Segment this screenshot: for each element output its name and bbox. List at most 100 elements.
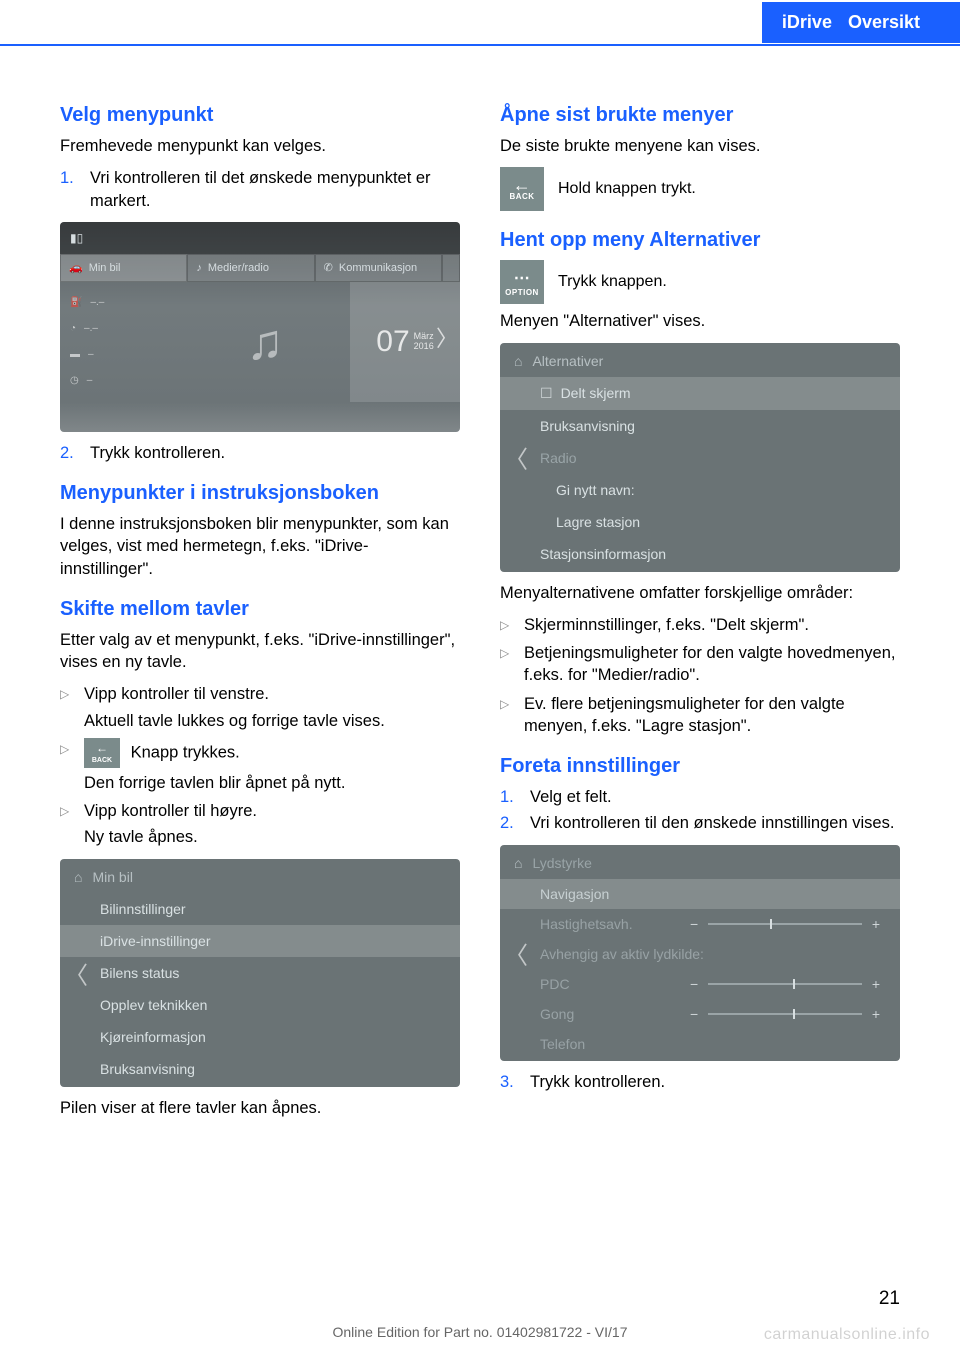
triangle-bullet-icon: ▷ xyxy=(60,800,72,849)
menu-row: Bruksanvisning xyxy=(60,1053,460,1085)
list-text: Velg et felt. xyxy=(530,786,612,808)
row-label: Telefon xyxy=(540,1036,680,1052)
tab-medier: ♪ Medier/radio xyxy=(187,254,314,282)
tab-label: Medier/radio xyxy=(208,262,269,274)
list-text: ← BACK Knapp trykkes. xyxy=(84,738,345,768)
plus-icon: + xyxy=(872,976,880,992)
clock-icon: ◷ xyxy=(70,375,79,386)
list-item: ▷Ev. flere betjeningsmuligheter for den … xyxy=(500,693,900,738)
list-text: Skjerminnstillinger, f.eks. "Delt skjerm… xyxy=(524,614,809,636)
menu-row-section: Radio xyxy=(500,442,900,474)
text: Pilen viser at flere tavler kan åpnes. xyxy=(60,1097,460,1119)
ordered-list: 3.Trykk kontrolleren. xyxy=(500,1071,900,1093)
heading-menypunkter-instruksjon: Menypunkter i instruksjonsboken xyxy=(60,482,460,505)
menu-row-slider: Hastighetsavh. − + xyxy=(500,909,900,939)
menu-row: Kjøreinformasjon xyxy=(60,1021,460,1053)
home-icon xyxy=(74,869,82,885)
heading-apne-sist-brukte: Åpne sist brukte menyer xyxy=(500,104,900,127)
list-item: ▷ ← BACK Knapp trykkes. Den forrige tavl… xyxy=(60,738,460,794)
icon-label: OPTION xyxy=(505,288,539,297)
ordered-list: 2. Trykk kontrolleren. xyxy=(60,442,460,464)
tab-label: Min bil xyxy=(89,262,121,274)
list-subtext: Den forrige tavlen blir åpnet på nytt. xyxy=(84,772,345,794)
home-icon xyxy=(514,353,522,369)
heading-hent-opp-alternativer: Hent opp meny Alternativer xyxy=(500,229,900,252)
arrow-left-icon: ← xyxy=(96,740,108,756)
slider-tick xyxy=(793,1009,795,1019)
home-icon xyxy=(514,855,522,871)
list-text-inline: Knapp trykkes. xyxy=(126,743,240,761)
placeholder: – xyxy=(88,349,94,360)
triangle-bullet-icon: ▷ xyxy=(60,738,72,794)
ordered-list: 1. Vri kontrolleren til det ønskede meny… xyxy=(60,167,460,212)
tab-min-bil: 🚗 Min bil xyxy=(60,254,187,282)
screenshot-lydstyrke-menu: Lydstyrke Navigasjon Hastighetsavh. − + … xyxy=(500,845,900,1061)
screenshot-tabs: 🚗 Min bil ♪ Medier/radio ✆ Kommunikasjon xyxy=(60,254,460,282)
list-item: ▷Betjeningsmuligheter for den valgte ho­… xyxy=(500,642,900,687)
icon-instruction: ← BACK Hold knappen trykt. xyxy=(500,167,900,211)
text: I denne instruksjonsboken blir menypunkt… xyxy=(60,513,460,580)
menu-row-slider: PDC − + xyxy=(500,969,900,999)
list-text: Trykk kontrolleren. xyxy=(90,442,225,464)
slider-tick xyxy=(770,919,772,929)
menu-row-selected: iDrive-innstillinger xyxy=(60,925,460,957)
placeholder: –.– xyxy=(90,297,104,308)
triangle-bullet-icon: ▷ xyxy=(500,642,512,687)
screenshot-topbar: ▮▯ xyxy=(60,222,460,254)
car-icon: 🚗 xyxy=(69,261,83,274)
menu-header: Min bil xyxy=(60,861,460,893)
header-rule xyxy=(0,44,960,46)
screenshot-min-bil-menu: Min bil Bilinnstillinger iDrive-innstill… xyxy=(60,859,460,1087)
list-item: ▷ Skjerminnstillinger, f.eks. "Delt skjer… xyxy=(500,614,900,636)
screenshot-idrive-home: ▮▯ 🚗 Min bil ♪ Medier/radio ✆ Kommunikas… xyxy=(60,222,460,432)
slider-track xyxy=(708,923,862,925)
plus-icon: + xyxy=(872,916,880,932)
menu-row: Bilens status xyxy=(60,957,460,989)
triangle-bullet-icon: ▷ xyxy=(500,614,512,636)
arrow-left-icon: ← xyxy=(513,178,532,192)
list-text: Vipp kontroller til venstre. xyxy=(84,683,385,705)
chevron-right-icon: 〉 xyxy=(436,321,458,353)
menu-row: Stasjonsinformasjon xyxy=(500,538,900,570)
screenshot-alternativer-menu: Alternativer Delt skjerm Bruksanvisning … xyxy=(500,343,900,572)
slider-tick xyxy=(793,979,795,989)
list-text: Vri kontrolleren til det ønskede menypun… xyxy=(90,167,460,212)
header-right: iDrive Oversikt xyxy=(762,2,960,43)
header-bar: iDrive Oversikt xyxy=(0,0,960,44)
text: De siste brukte menyene kan vises. xyxy=(500,135,900,157)
left-column: Velg menypunkt Fremhevede menypunkt kan … xyxy=(60,86,460,1129)
back-button-icon: ← BACK xyxy=(84,738,120,768)
tab-label: Kommunikasjon xyxy=(339,262,417,274)
row-label: Hastighetsavh. xyxy=(540,916,680,932)
text: Fremhevede menypunkt kan velges. xyxy=(60,135,460,157)
menu-row: Bruksanvisning xyxy=(500,410,900,442)
heading-skifte-tavler: Skifte mellom tavler xyxy=(60,598,460,621)
minus-icon: − xyxy=(690,916,698,932)
menu-row: Telefon xyxy=(500,1029,900,1059)
menu-row: Lagre stasjon xyxy=(500,506,900,538)
menu-row: Bilinnstillinger xyxy=(60,893,460,925)
list-text: Vipp kontroller til høyre. xyxy=(84,800,257,822)
back-button-icon: ← BACK xyxy=(500,167,544,211)
list-number: 2. xyxy=(500,812,520,834)
right-column: Åpne sist brukte menyer De siste brukte … xyxy=(500,86,900,1129)
menu-header: Alternativer xyxy=(500,345,900,377)
list-number: 2. xyxy=(60,442,80,464)
row-label: Gong xyxy=(540,1006,680,1022)
heading-foreta-innstillinger: Foreta innstillinger xyxy=(500,755,900,778)
row-label: Avhengig av aktiv lydkilde: xyxy=(540,946,704,962)
row-label: Navigasjon xyxy=(540,886,680,902)
list-item: ▷ Vipp kontroller til venstre. Aktuell t… xyxy=(60,683,460,732)
icon-instruction: ⋯ OPTION Trykk knappen. xyxy=(500,260,900,304)
tab-more xyxy=(442,254,460,282)
tab-kommunikasjon: ✆ Kommunikasjon xyxy=(315,254,442,282)
menu-title: Lydstyrke xyxy=(532,855,591,871)
triangle-bullet-icon: ▷ xyxy=(60,683,72,732)
menu-row-selected: Navigasjon xyxy=(500,879,900,909)
bullet-list: ▷ Skjerminnstillinger, f.eks. "Delt skjer… xyxy=(500,614,900,737)
list-text: Ev. flere betjeningsmuligheter for den v… xyxy=(524,693,900,738)
list-item: 1. Velg et felt. xyxy=(500,786,900,808)
list-item: 3.Trykk kontrolleren. xyxy=(500,1071,900,1093)
list-number: 1. xyxy=(500,786,520,808)
list-item: 2. Trykk kontrolleren. xyxy=(60,442,460,464)
